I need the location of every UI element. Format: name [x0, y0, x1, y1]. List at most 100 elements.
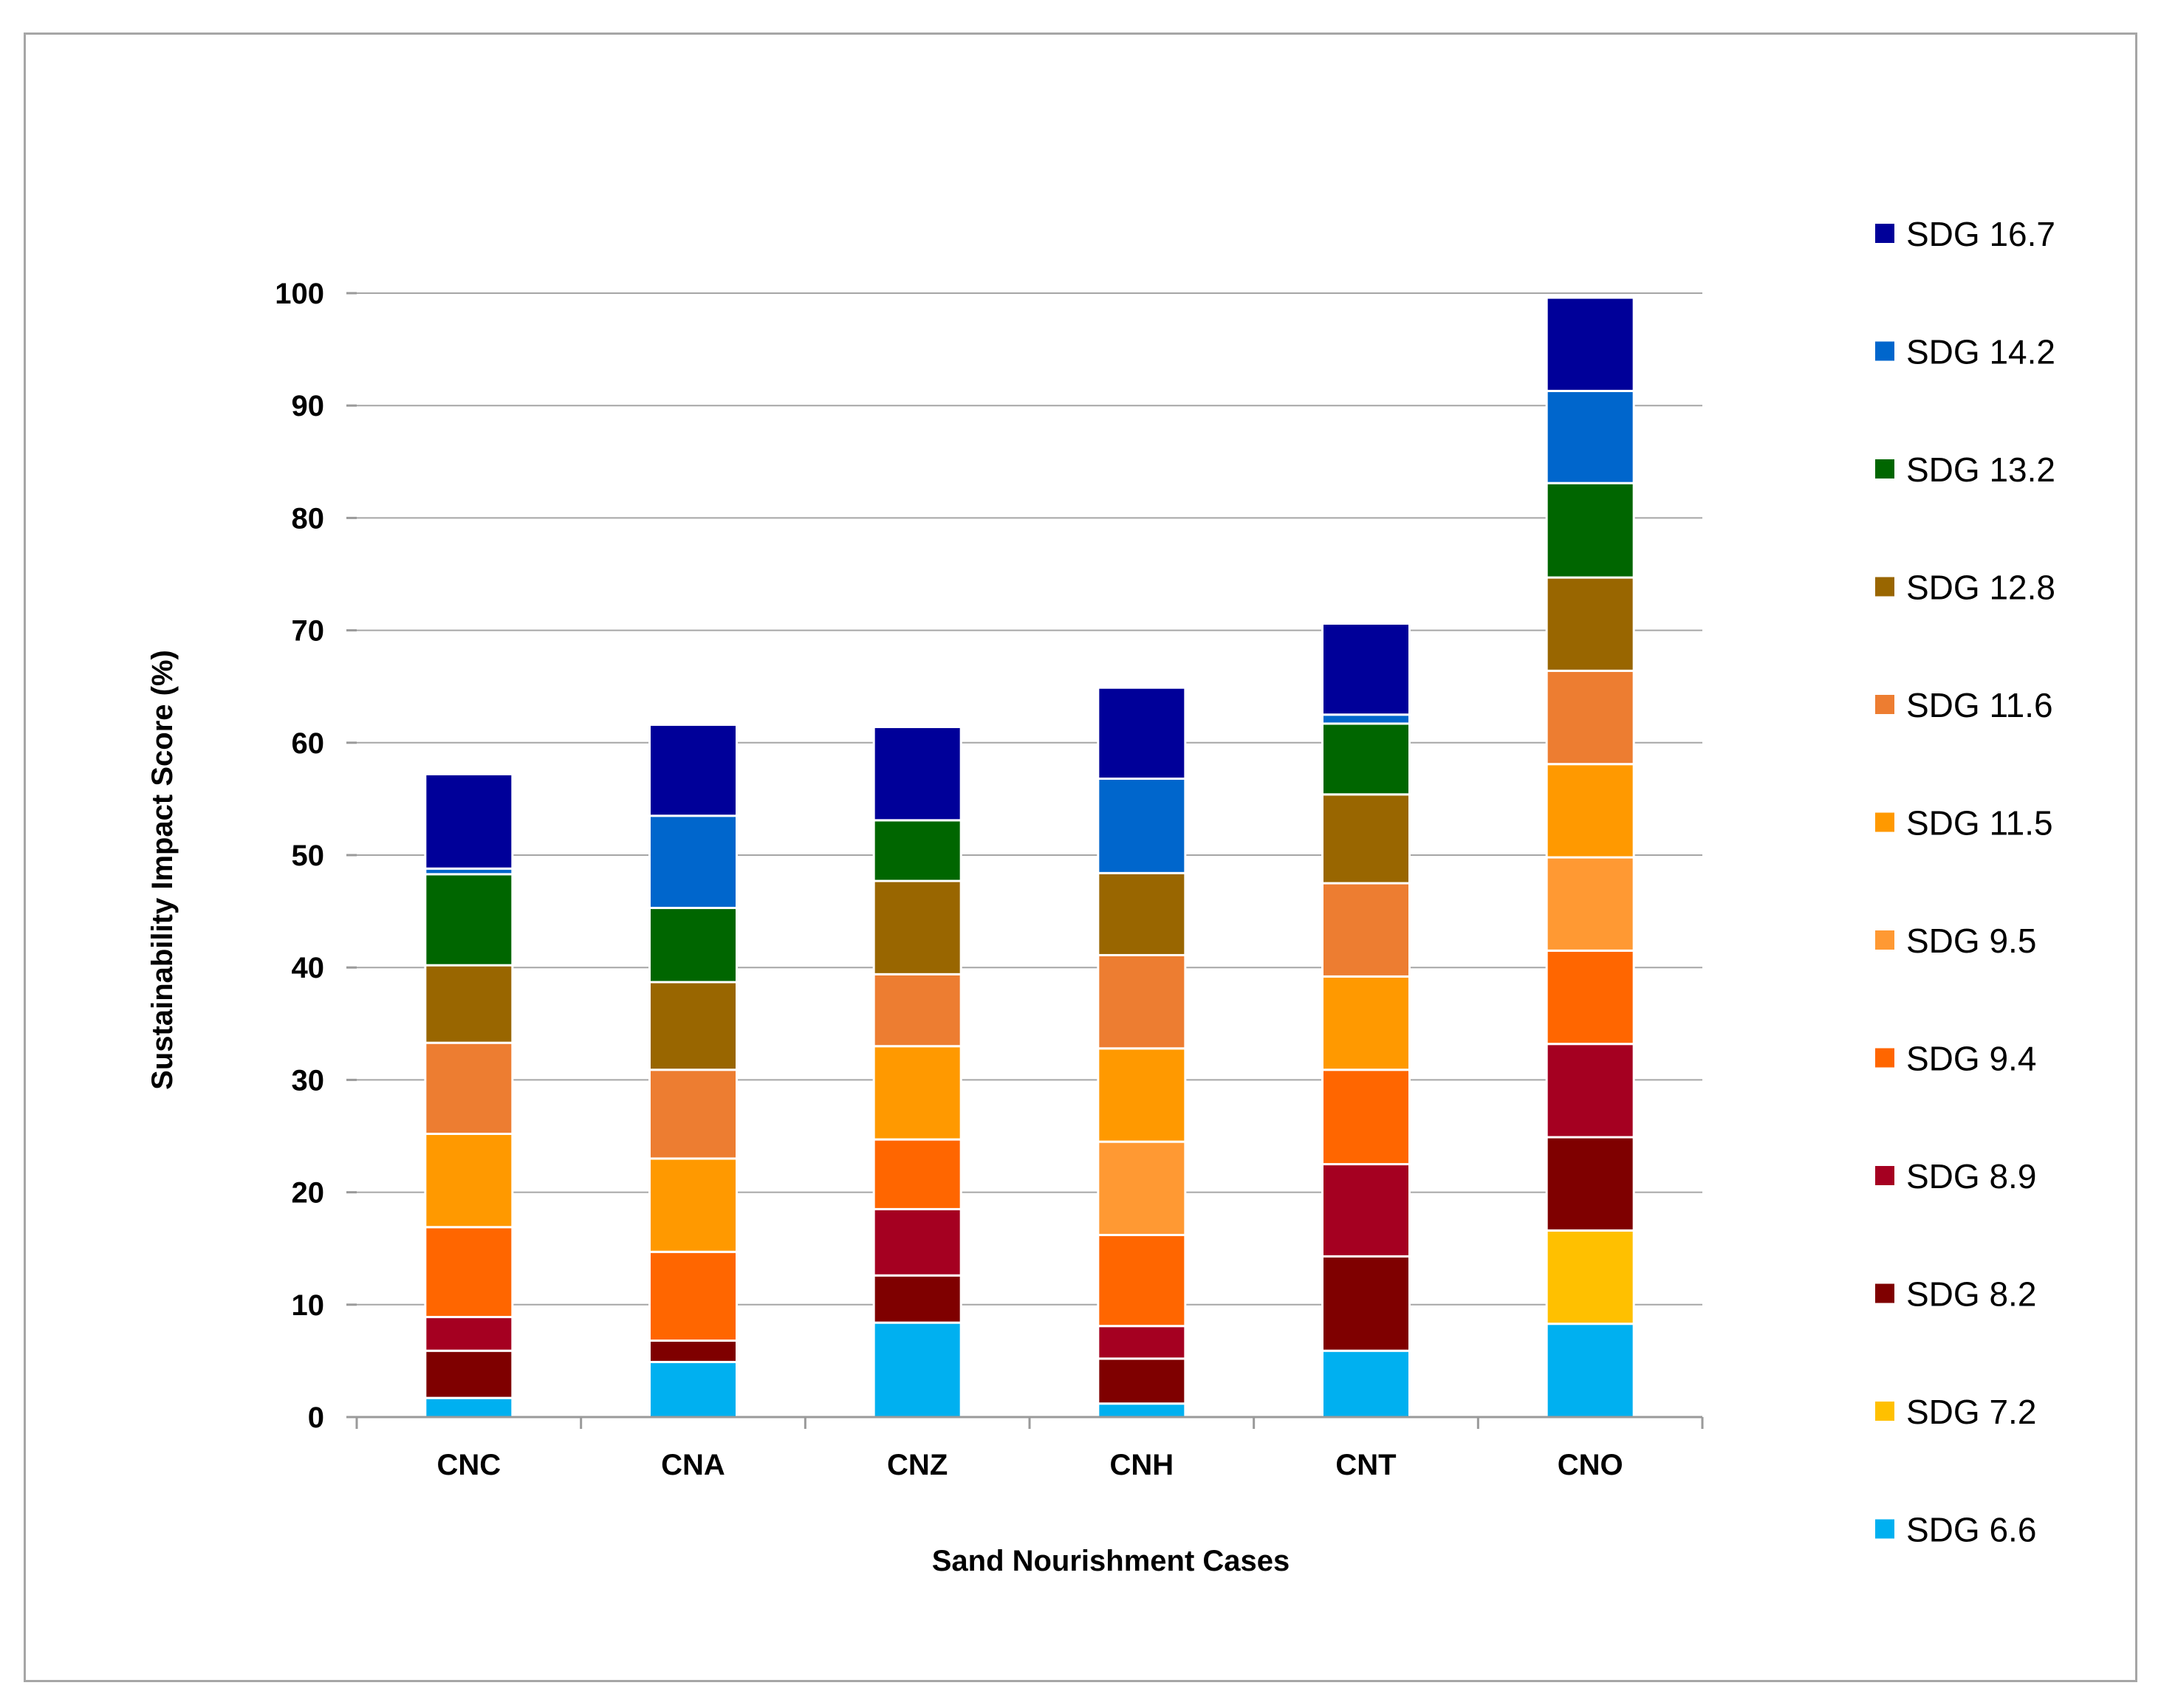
bar-segment-cnc-sdg-11-6	[424, 1041, 514, 1135]
x-tick-label-cnc: CNC	[436, 1449, 501, 1481]
bar-segment-cnh-sdg-8-9	[1097, 1325, 1187, 1360]
y-tick-label: 90	[292, 390, 325, 422]
bar-segment-cnc-sdg-11-5	[424, 1132, 514, 1229]
x-axis-title: Sand Nourishment Cases	[932, 1545, 1290, 1577]
bar-segment-cno-sdg-9-5	[1545, 856, 1635, 952]
bar-segment-cno-sdg-14-2	[1545, 389, 1635, 484]
bar-segment-cno-sdg-16-7	[1545, 296, 1635, 392]
bar-segment-cna-sdg-11-6	[648, 1069, 738, 1160]
y-tick-label: 70	[292, 615, 325, 648]
bar-segment-cna-sdg-11-5	[648, 1157, 738, 1253]
legend-item: SDG 16.7	[1875, 215, 2055, 253]
bar-segment-cnh-sdg-9-4	[1097, 1233, 1187, 1328]
legend-label: SDG 14.2	[1906, 333, 2055, 371]
bar-segment-cnz-sdg-11-6	[872, 973, 962, 1048]
bar-segment-cnc-sdg-8-9	[424, 1316, 514, 1352]
bar-segment-cna-sdg-9-4	[648, 1250, 738, 1342]
legend: SDG 16.7 SDG 14.2 SDG 13.2 SDG 12.8 SDG 11.6…	[1875, 215, 2055, 1549]
bar-segment-cna-sdg-16-7	[648, 723, 738, 817]
legend-item: SDG 11.6	[1875, 686, 2053, 724]
bar-segment-cnt-sdg-12-8	[1321, 793, 1411, 885]
bar-segment-cno-sdg-13-2	[1545, 481, 1635, 579]
legend-item: SDG 9.4	[1875, 1040, 2036, 1078]
bar-segment-cnh-sdg-11-6	[1097, 953, 1187, 1050]
bar-segment-cnh-sdg-8-2	[1097, 1357, 1187, 1405]
legend-swatch	[1875, 224, 1894, 243]
bar-segment-cnz-sdg-6-6	[872, 1321, 962, 1419]
bar-segment-cnz-sdg-12-8	[872, 879, 962, 975]
bar-segment-cno-sdg-8-9	[1545, 1043, 1635, 1139]
legend-swatch	[1875, 1402, 1894, 1421]
legend-item: SDG 8.9	[1875, 1157, 2036, 1196]
bar-segment-cnz-sdg-9-4	[872, 1138, 962, 1210]
legend-item: SDG 14.2	[1875, 333, 2055, 371]
bar-segment-cna-sdg-6-6	[648, 1360, 738, 1419]
legend-item: SDG 11.5	[1875, 804, 2053, 843]
legend-label: SDG 6.6	[1906, 1511, 2036, 1549]
bar-segment-cna-sdg-13-2	[648, 907, 738, 984]
x-tick-label-cnz: CNZ	[887, 1449, 948, 1481]
bar-segment-cnh-sdg-16-7	[1097, 686, 1187, 781]
legend-swatch	[1875, 1519, 1894, 1539]
bar-segment-cnc-sdg-9-4	[424, 1226, 514, 1319]
bar-segment-cnt-sdg-14-2	[1321, 713, 1411, 725]
bar-segment-cnh-sdg-6-6	[1097, 1402, 1187, 1419]
legend-label: SDG 9.4	[1906, 1040, 2036, 1078]
bar-segment-cnc-sdg-16-7	[424, 772, 514, 870]
bar-segment-cnz-sdg-13-2	[872, 819, 962, 882]
stacked-bars	[424, 296, 1635, 1419]
bar-segment-cnt-sdg-11-6	[1321, 882, 1411, 978]
y-tick-label: 60	[292, 727, 325, 760]
legend-label: SDG 16.7	[1906, 215, 2055, 253]
bar-segment-cno-sdg-11-6	[1545, 669, 1635, 766]
legend-label: SDG 12.8	[1906, 569, 2055, 607]
y-tick-label: 30	[292, 1064, 325, 1097]
legend-swatch	[1875, 930, 1894, 950]
y-tick-label: 10	[292, 1289, 325, 1322]
legend-swatch	[1875, 577, 1894, 597]
legend-item: SDG 6.6	[1875, 1511, 2036, 1549]
bar-segment-cnt-sdg-8-2	[1321, 1255, 1411, 1352]
chart-frame: 0 10 20 30 40 50 60 70 80 90 100 CNC CNA CNZ CNH CNT CN…	[24, 32, 2137, 1682]
bar-segment-cnt-sdg-8-9	[1321, 1163, 1411, 1258]
bar-segment-cnh-sdg-9-5	[1097, 1140, 1187, 1236]
bar-segment-cnt-sdg-16-7	[1321, 622, 1411, 716]
bar-segment-cno-sdg-12-8	[1545, 576, 1635, 672]
legend-swatch	[1875, 341, 1894, 361]
bar-segment-cna-sdg-12-8	[648, 981, 738, 1071]
legend-label: SDG 8.9	[1906, 1157, 2036, 1196]
legend-item: SDG 13.2	[1875, 450, 2055, 489]
x-tick-label-cna: CNA	[661, 1449, 725, 1481]
bar-segment-cna-sdg-14-2	[648, 814, 738, 910]
bar-segment-cnc-sdg-6-6	[424, 1396, 514, 1419]
legend-item: SDG 9.5	[1875, 922, 2036, 960]
y-tick-labels: 0 10 20 30 40 50 60 70 80 90 100	[275, 278, 324, 1434]
legend-item: SDG 7.2	[1875, 1393, 2036, 1431]
y-tick-label: 100	[275, 278, 324, 310]
legend-label: SDG 9.5	[1906, 922, 2036, 960]
bar-segment-cnz-sdg-16-7	[872, 725, 962, 822]
legend-item: SDG 8.2	[1875, 1275, 2036, 1314]
bar-segment-cnc-sdg-13-2	[424, 873, 514, 967]
bar-segment-cnt-sdg-9-4	[1321, 1069, 1411, 1166]
bar-segment-cno-sdg-9-4	[1545, 949, 1635, 1046]
x-tick-label-cnt: CNT	[1335, 1449, 1396, 1481]
bar-segment-cnh-sdg-12-8	[1097, 871, 1187, 956]
bar-segment-cnz-sdg-11-5	[872, 1045, 962, 1141]
y-tick-label: 20	[292, 1177, 325, 1210]
x-tick-label-cnh: CNH	[1109, 1449, 1174, 1481]
bar-segment-cna-sdg-8-2	[648, 1340, 738, 1363]
legend-label: SDG 8.2	[1906, 1275, 2036, 1314]
bar-segment-cnh-sdg-14-2	[1097, 778, 1187, 874]
bar-segment-cnt-sdg-11-5	[1321, 975, 1411, 1071]
bar-segment-cno-sdg-11-5	[1545, 763, 1635, 859]
y-tick-label: 40	[292, 952, 325, 984]
legend-label: SDG 13.2	[1906, 450, 2055, 489]
bar-segment-cnh-sdg-11-5	[1097, 1047, 1187, 1143]
bar-segment-cnt-sdg-13-2	[1321, 722, 1411, 796]
bar-segment-cnt-sdg-6-6	[1321, 1349, 1411, 1419]
legend-label: SDG 7.2	[1906, 1393, 2036, 1431]
bar-segment-cno-sdg-8-2	[1545, 1136, 1635, 1232]
legend-swatch	[1875, 1166, 1894, 1185]
